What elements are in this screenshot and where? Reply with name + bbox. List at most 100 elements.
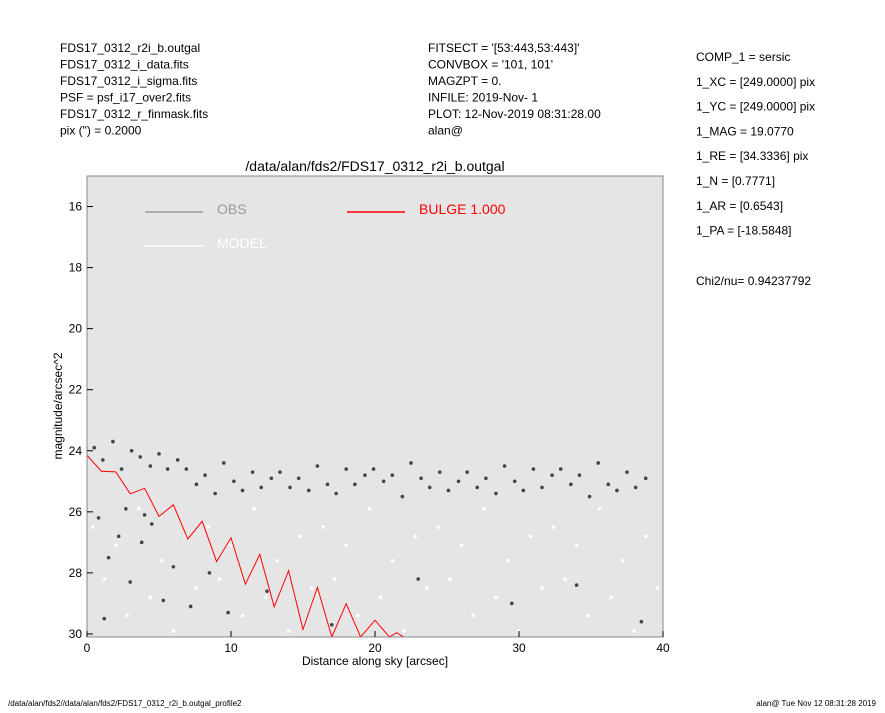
data-point xyxy=(102,577,107,581)
data-point xyxy=(263,595,268,600)
data-point xyxy=(574,543,579,548)
data-point xyxy=(296,476,301,481)
chi2: Chi2/nu= 0.94237792 xyxy=(696,274,811,288)
data-point xyxy=(265,589,269,594)
data-point xyxy=(413,534,418,539)
data-point xyxy=(416,577,421,581)
data-point xyxy=(390,558,395,563)
fit-parameter: 1_AR = [0.6543] xyxy=(696,199,783,213)
fit-parameter: 1_RE = [34.3336] pix xyxy=(696,149,808,163)
data-point xyxy=(427,485,432,490)
data-point xyxy=(390,473,395,477)
data-point xyxy=(655,586,660,590)
data-point xyxy=(269,476,274,481)
data-point xyxy=(142,513,147,517)
data-point xyxy=(587,494,592,499)
data-point xyxy=(150,522,154,526)
data-point xyxy=(298,534,302,539)
data-point xyxy=(494,595,498,600)
header-line: FDS17_0312_r2i_b.outgal xyxy=(60,41,200,55)
data-point xyxy=(286,629,291,633)
data-point xyxy=(639,619,644,624)
data-point xyxy=(250,470,255,474)
header-line: MAGZPT = 0. xyxy=(428,74,501,88)
header-line: alan@ xyxy=(428,124,463,138)
y-tick-label: 28 xyxy=(69,566,83,580)
data-point xyxy=(563,577,567,581)
data-point xyxy=(419,476,423,481)
data-point xyxy=(116,534,121,539)
data-point xyxy=(615,488,619,493)
legend-label: MODEL xyxy=(217,235,267,251)
x-tick-label: 0 xyxy=(84,641,91,655)
data-point xyxy=(222,461,226,465)
data-point xyxy=(586,613,590,618)
data-point xyxy=(436,525,441,529)
data-point xyxy=(574,583,579,587)
data-point xyxy=(111,439,115,444)
header-line: PSF = psf_i17_over2.fits xyxy=(60,91,191,105)
header-line: CONVBOX = '101, 101' xyxy=(428,58,553,72)
chart-title: /data/alan/fds2/FDS17_0312_r2i_b.outgal xyxy=(245,158,504,174)
data-point xyxy=(540,485,544,490)
data-point xyxy=(367,506,372,511)
data-point xyxy=(332,577,337,581)
data-point xyxy=(232,479,236,484)
footer-right: alan@ Tue Nov 12 08:31:28 2019 xyxy=(756,699,876,708)
data-point xyxy=(505,558,510,563)
data-point xyxy=(213,491,217,496)
y-tick-label: 16 xyxy=(69,200,83,214)
data-point xyxy=(188,604,193,609)
footer-left: /data/alan/fds2//data/alan/fds2/FDS17_03… xyxy=(8,699,242,708)
header-line: FDS17_0312_r_finmask.fits xyxy=(60,107,208,121)
fit-parameter: 1_PA = [-18.5848] xyxy=(696,224,792,238)
data-point xyxy=(315,464,320,468)
data-point xyxy=(459,543,464,548)
data-point xyxy=(129,448,134,453)
data-point xyxy=(510,601,514,606)
y-tick-label: 22 xyxy=(69,383,83,397)
data-point xyxy=(175,458,180,462)
data-point xyxy=(125,613,130,618)
data-point xyxy=(96,516,101,520)
data-point xyxy=(137,506,141,511)
data-point xyxy=(124,506,128,511)
data-point xyxy=(620,558,625,563)
data-point xyxy=(551,525,556,529)
data-point xyxy=(633,485,638,490)
data-point xyxy=(494,491,498,496)
y-axis-label: magnitude/arcsec^2 xyxy=(51,352,65,459)
data-point xyxy=(229,543,233,548)
data-point xyxy=(625,470,629,474)
data-point xyxy=(92,445,96,450)
data-point xyxy=(226,610,230,615)
data-point xyxy=(521,488,526,493)
header-line: FDS17_0312_i_sigma.fits xyxy=(60,74,197,88)
fit-parameter: 1_MAG = 19.0770 xyxy=(696,124,794,138)
data-point xyxy=(528,534,533,539)
data-point xyxy=(596,461,600,465)
data-point xyxy=(643,534,648,539)
data-point xyxy=(597,506,602,511)
data-point xyxy=(240,488,245,493)
data-point xyxy=(355,613,360,618)
legend-label: BULGE 1.000 xyxy=(419,201,506,217)
data-point xyxy=(309,586,314,590)
data-point xyxy=(139,540,144,545)
data-point xyxy=(550,473,554,477)
data-point xyxy=(371,467,376,471)
data-point xyxy=(482,506,487,511)
data-point xyxy=(632,629,636,633)
data-point xyxy=(363,473,367,477)
data-point xyxy=(161,598,166,603)
data-point xyxy=(259,485,264,490)
y-tick-label: 26 xyxy=(69,505,83,519)
fit-parameter: 1_N = [0.7771] xyxy=(696,174,775,188)
data-point xyxy=(334,491,338,496)
y-tick-label: 20 xyxy=(69,322,83,336)
data-point xyxy=(400,494,405,499)
data-point xyxy=(306,488,311,493)
data-point xyxy=(278,470,282,474)
y-tick-label: 18 xyxy=(69,261,83,275)
